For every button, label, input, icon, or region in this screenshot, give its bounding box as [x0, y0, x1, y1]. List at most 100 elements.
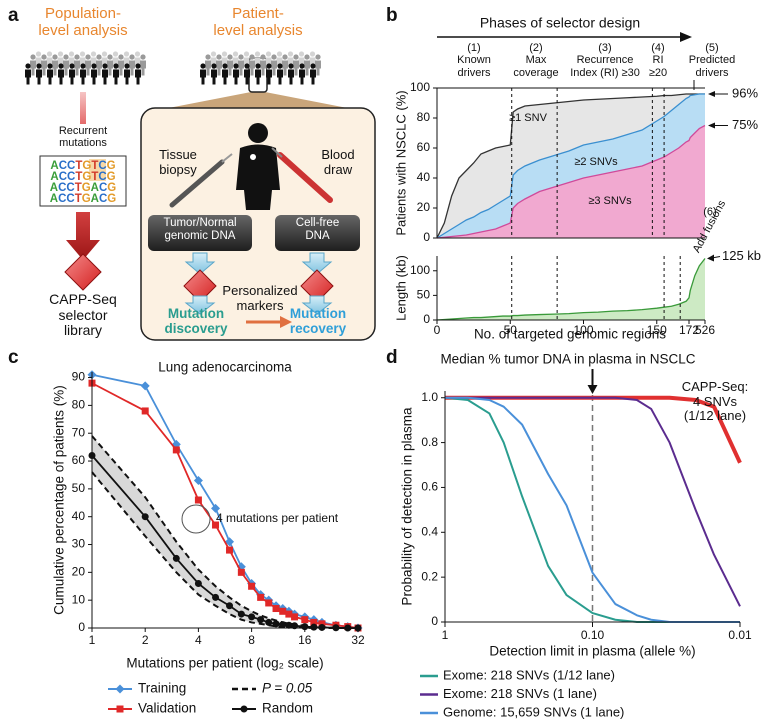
person-icon	[80, 69, 86, 85]
x-tick-label: 50	[504, 323, 518, 337]
marker	[212, 593, 220, 601]
x-tick-label: 4	[195, 633, 202, 647]
person-icon	[249, 60, 255, 76]
person-icon	[69, 69, 75, 85]
text-box: Recurrent mutations	[59, 125, 107, 149]
y-tick-label: 0.4	[421, 524, 438, 538]
panel-label: a	[8, 5, 19, 26]
text-box: (1) Known drivers	[457, 42, 491, 79]
person-icon	[134, 51, 141, 57]
marker	[240, 705, 248, 713]
legend-label: P = 0.05	[262, 681, 313, 696]
person-icon	[140, 60, 146, 76]
text-box: CAPP-Seq: 4 SNVs (1/12 lane)	[682, 380, 748, 423]
x-axis-label: Mutations per patient (log₂ scale)	[126, 656, 323, 671]
marker	[116, 705, 124, 713]
person-icon	[35, 51, 42, 57]
person-icon	[287, 51, 294, 57]
tumor-box-label: Tumor/Normal genomic DNA	[163, 217, 237, 242]
x-tick-label: 8	[248, 633, 255, 647]
person-icon	[107, 54, 113, 60]
arrow	[184, 295, 216, 315]
person-icon	[74, 54, 80, 60]
marker	[172, 554, 180, 562]
person-icon	[96, 60, 102, 76]
marker	[285, 621, 293, 629]
y-axis-label: Length (kb)	[393, 255, 408, 321]
y-tick-label: 40	[417, 170, 431, 184]
legend-label: Training	[138, 681, 186, 696]
text-box: Tumor/Normal genomic DNA	[163, 217, 237, 242]
marker	[172, 446, 180, 454]
person-icon	[91, 63, 97, 69]
patient-head	[248, 123, 268, 143]
marker	[248, 613, 256, 621]
person-icon	[30, 54, 36, 60]
y-tick-label: 0.6	[421, 480, 438, 494]
y-tick-label: 0	[431, 614, 438, 628]
person-icon	[255, 63, 261, 69]
person-icon	[216, 54, 222, 60]
markers-label: Personalized markers	[222, 284, 298, 313]
text-box: Population- level analysis	[38, 6, 127, 39]
length-area-fill	[437, 258, 705, 320]
arrow	[184, 252, 216, 275]
person-icon	[233, 63, 239, 69]
sequence: ACCTGTCG	[50, 160, 115, 172]
marker	[212, 521, 220, 529]
phase-label: (5) Predicted drivers	[688, 42, 736, 79]
person-icon	[304, 54, 310, 60]
y-tick-label: 0	[423, 312, 430, 326]
marker	[291, 613, 299, 621]
person-icon	[74, 60, 80, 76]
person-icon	[276, 51, 283, 57]
y-tick-label: 0	[423, 230, 430, 244]
text-box: (5) Predicted drivers	[688, 42, 736, 79]
y-tick-label: 50	[72, 481, 86, 495]
marker	[279, 607, 287, 615]
marker	[310, 618, 318, 626]
person-icon	[315, 54, 321, 60]
discovery-label: Mutation discovery	[164, 306, 228, 337]
biopsy-needle	[169, 159, 225, 208]
selector-arrow	[66, 212, 100, 260]
person-icon	[91, 69, 97, 85]
marker	[279, 621, 287, 629]
annotation: 75%	[732, 117, 758, 132]
chart-title: Lung adenocarcinoma	[158, 360, 292, 375]
marker	[257, 616, 265, 624]
text-box: Blood draw	[321, 148, 354, 176]
text-box: Mutation discovery	[164, 306, 228, 337]
person-icon	[129, 54, 135, 60]
person-icon	[266, 63, 272, 69]
person-icon	[238, 60, 244, 76]
x-tick-label: 16	[298, 633, 312, 647]
person-icon	[232, 51, 239, 57]
series-label: ≥2 SNVs	[574, 156, 618, 168]
person-icon	[310, 63, 316, 69]
marker	[140, 381, 150, 391]
x-tick-label: 32	[351, 633, 365, 647]
person-icon	[200, 69, 206, 85]
person-icon	[102, 69, 108, 85]
person-icon	[304, 60, 310, 76]
phase-arrowhead	[680, 32, 692, 42]
sequence-box	[39, 155, 127, 207]
marker	[115, 684, 125, 694]
y-tick-label: 1.0	[421, 390, 438, 404]
person-icon	[52, 54, 58, 60]
text-box: (2) Max coverage	[513, 42, 558, 79]
person-icon	[85, 54, 91, 60]
person-icon	[118, 54, 124, 60]
y-tick-label: 60	[417, 140, 431, 154]
person-icon	[46, 51, 53, 57]
x-tick-label: 0.10	[581, 628, 605, 642]
person-icon	[205, 54, 211, 60]
sequence: ACCTGACG	[50, 182, 117, 194]
y-tick-label: 80	[417, 110, 431, 124]
person-icon	[255, 69, 261, 85]
annotation: 4 mutations per patient	[216, 511, 339, 525]
person-icon	[52, 60, 58, 76]
text-box: Cell-free DNA	[296, 217, 339, 242]
